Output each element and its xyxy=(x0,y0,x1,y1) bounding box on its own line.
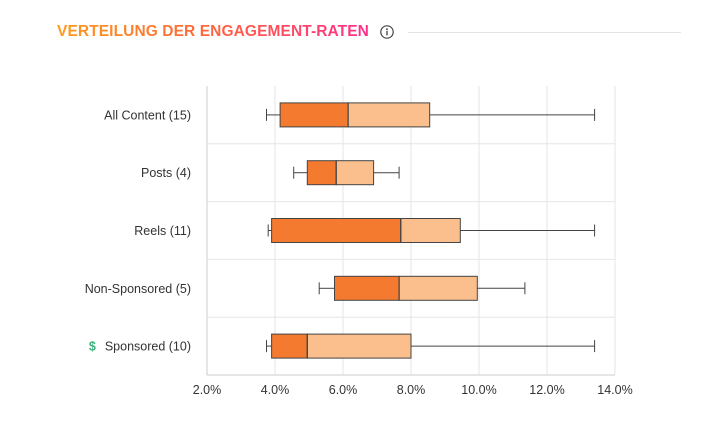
box-lower-quartile[interactable] xyxy=(306,160,337,186)
chart-title: VERTEILUNG DER ENGAGEMENT-RATEN xyxy=(57,23,369,40)
sponsored-dollar-icon: $ xyxy=(89,340,96,354)
category-label: Reels (11) xyxy=(134,224,191,238)
category-label: Non-Sponsored (5) xyxy=(85,282,191,296)
category-label: All Content (15) xyxy=(104,108,191,122)
box-upper-quartile[interactable] xyxy=(398,275,478,301)
box-upper-quartile[interactable] xyxy=(306,333,412,359)
x-tick-label: 8.0% xyxy=(397,383,426,397)
box-upper-quartile[interactable] xyxy=(400,218,461,243)
x-tick-label: 4.0% xyxy=(261,383,290,397)
x-tick-label: 14.0% xyxy=(597,383,632,397)
header-divider xyxy=(407,31,681,33)
category-label: Sponsored (10) xyxy=(105,340,191,354)
box-lower-quartile[interactable] xyxy=(271,218,402,243)
x-tick-label: 12.0% xyxy=(529,383,564,397)
chart-header: VERTEILUNG DER ENGAGEMENT-RATEN xyxy=(57,22,681,42)
x-tick-label: 6.0% xyxy=(329,383,358,397)
box-lower-quartile[interactable] xyxy=(279,102,349,128)
box-upper-quartile[interactable] xyxy=(335,160,375,186)
x-tick-label: 2.0% xyxy=(193,383,222,397)
box-lower-quartile[interactable] xyxy=(271,333,308,359)
info-circle-icon[interactable] xyxy=(380,25,394,39)
box-lower-quartile[interactable] xyxy=(334,275,400,301)
box-upper-quartile[interactable] xyxy=(347,102,431,128)
category-label: Posts (4) xyxy=(141,166,191,180)
x-tick-label: 10.0% xyxy=(461,383,496,397)
